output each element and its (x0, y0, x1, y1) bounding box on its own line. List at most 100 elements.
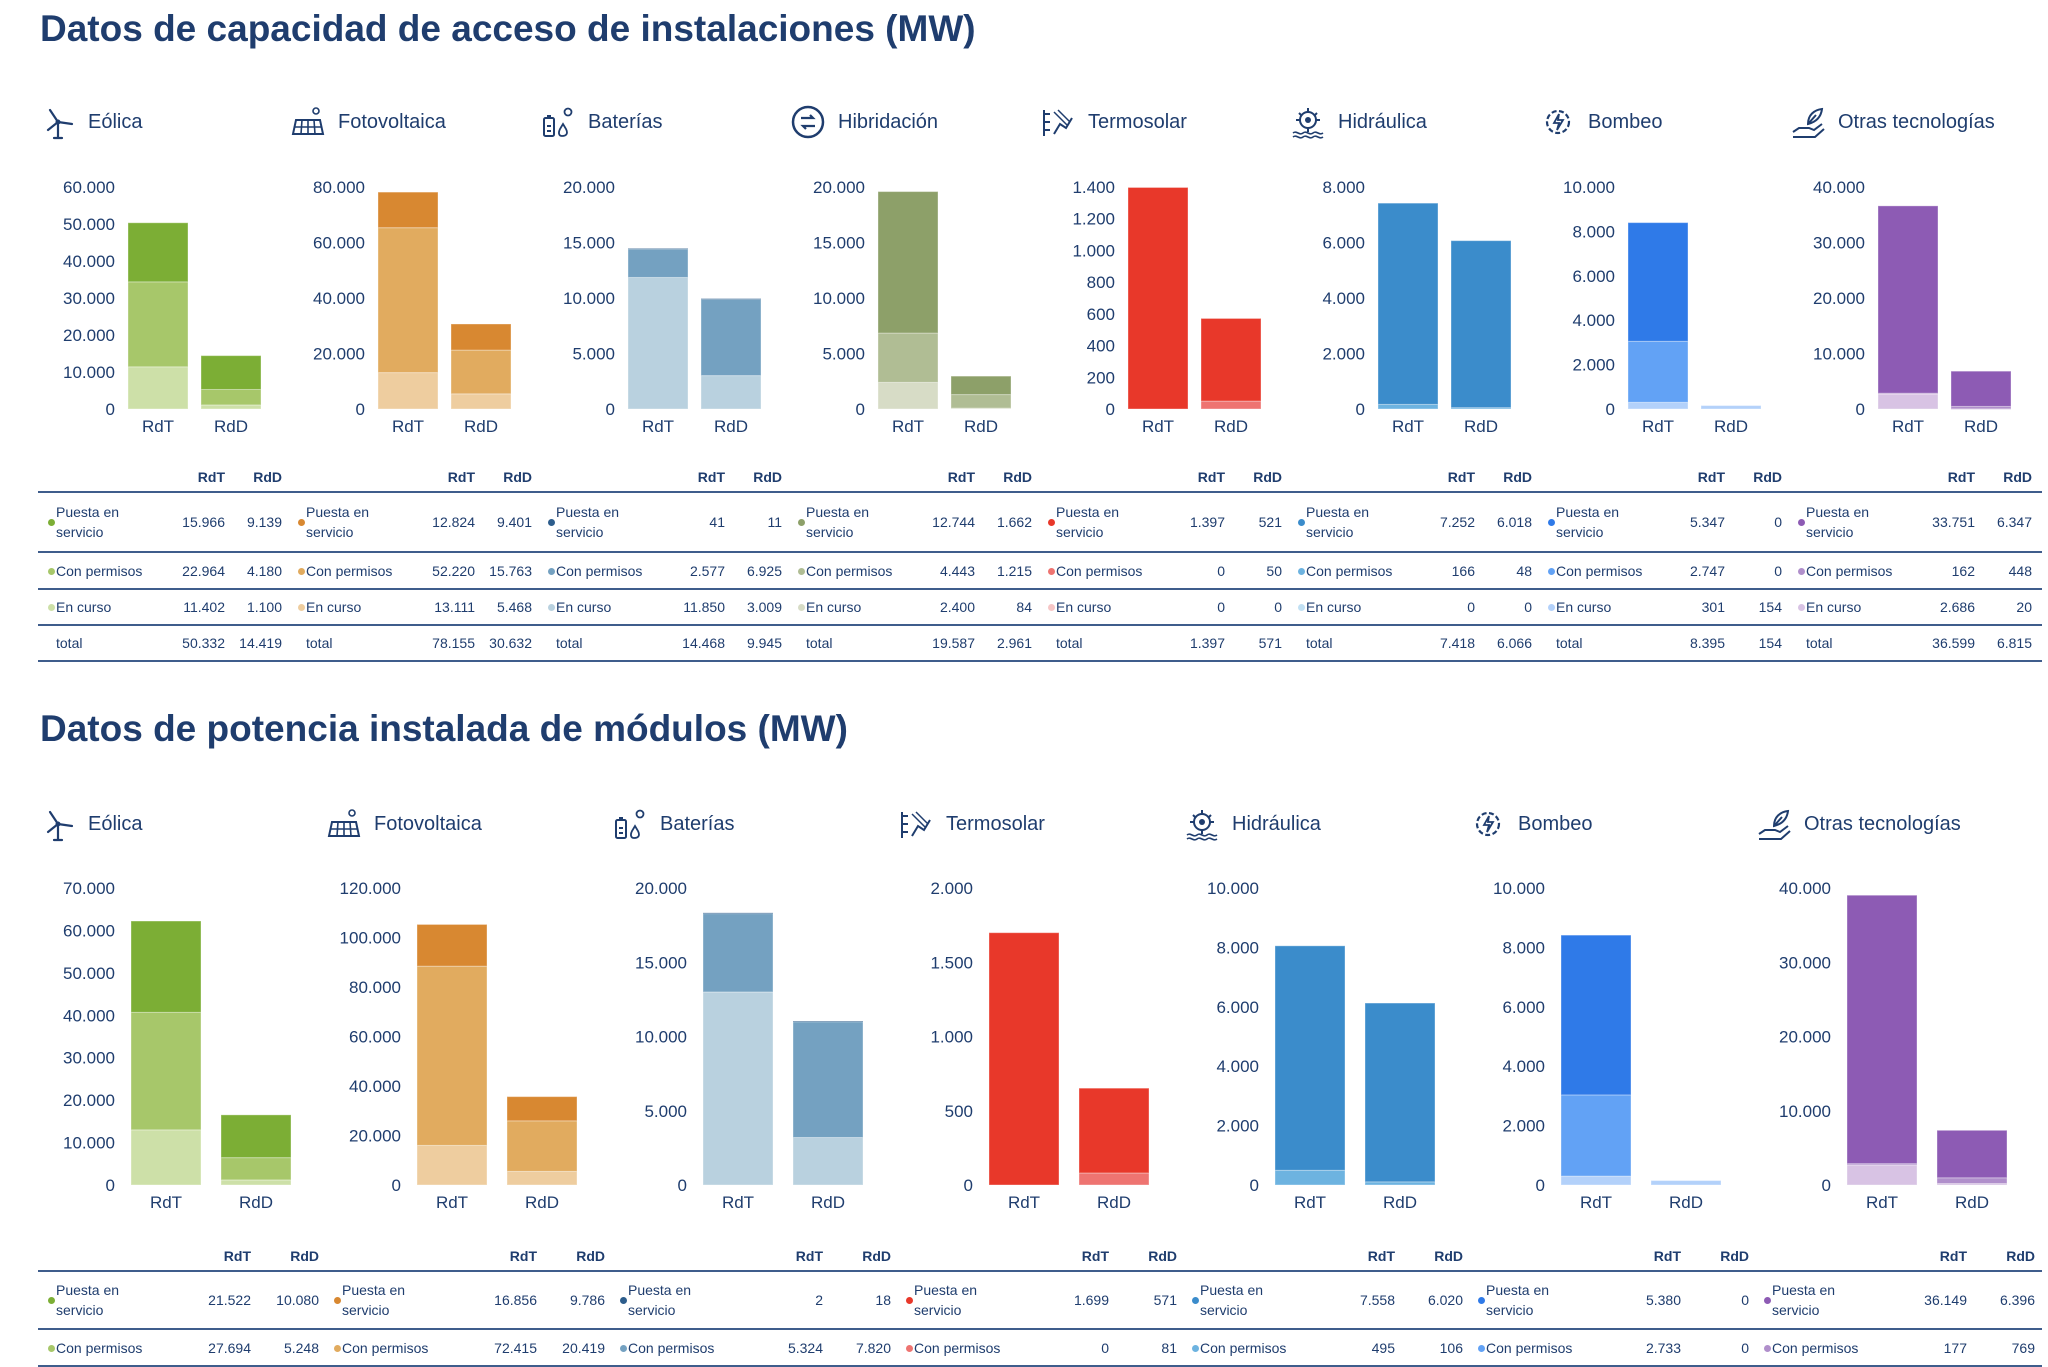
y-tick-label: 200 (1087, 368, 1115, 387)
row-label: Puesta en servicio (1200, 1282, 1264, 1318)
panel-header: Baterías (540, 104, 662, 140)
bar-segment[interactable] (450, 393, 512, 410)
bar-segment[interactable] (702, 912, 774, 915)
bar-segment[interactable] (1936, 1129, 2008, 1179)
bar-segment[interactable] (988, 932, 1060, 1186)
bar-segment[interactable] (200, 388, 262, 406)
bar-segment[interactable] (1560, 934, 1632, 1096)
bar-segment[interactable] (127, 366, 189, 410)
table-cell-group: Con permisos 5.324 7.820 (610, 1330, 896, 1365)
bar-segment[interactable] (130, 1011, 202, 1131)
bar-segment[interactable] (627, 276, 689, 410)
bar-segment[interactable] (416, 965, 488, 1146)
y-tick-label: 10.000 (1563, 178, 1615, 197)
bar-segment[interactable] (1650, 1180, 1722, 1186)
value-rdd: 0 (1741, 1292, 1749, 1308)
value-rdt: 301 (1701, 599, 1725, 615)
x-category-label: RdD (1955, 1193, 1989, 1212)
bar-segment[interactable] (1377, 202, 1439, 405)
y-tick-label: 60.000 (349, 1028, 401, 1047)
x-category-label: RdT (892, 417, 924, 436)
bar-segment[interactable] (627, 248, 689, 278)
bar-segment[interactable] (1627, 340, 1689, 403)
x-category-label: RdT (142, 417, 174, 436)
row-label: Con permisos (628, 1339, 715, 1356)
bar-segment[interactable] (1950, 405, 2012, 410)
y-tick-label: 50.000 (63, 964, 115, 983)
panel-header: Otras tecnologías (1790, 104, 1995, 140)
row-label: Puesta en servicio (1306, 504, 1370, 540)
legend-dot (334, 1297, 341, 1304)
bar-segment[interactable] (506, 1096, 578, 1122)
bar-segment[interactable] (877, 191, 939, 334)
legend-dot (48, 1297, 55, 1304)
y-tick-label: 40.000 (1813, 178, 1865, 197)
bar-segment[interactable] (377, 227, 439, 374)
bar-segment[interactable] (1846, 1164, 1918, 1186)
bar-segment[interactable] (792, 1020, 864, 1023)
value-rdd: 571 (1153, 1292, 1177, 1308)
value-rdt: 1.397 (1189, 514, 1225, 530)
stacked-bar-chart: 0 200 400 600 800 1.000 1.200 1.400 RdT RdD (1072, 178, 1262, 436)
bar-segment[interactable] (1274, 1169, 1346, 1186)
bar-segment[interactable] (506, 1170, 578, 1186)
bar-segment[interactable] (1200, 317, 1262, 402)
bar-segment[interactable] (1560, 1094, 1632, 1177)
bar-segment[interactable] (506, 1120, 578, 1172)
bar-segment[interactable] (130, 1129, 202, 1186)
bar-segment[interactable] (700, 298, 762, 377)
bar-segment[interactable] (416, 1144, 488, 1186)
legend-dot (48, 567, 55, 575)
bar-segment[interactable] (700, 375, 762, 410)
bar-segment[interactable] (877, 381, 939, 410)
bar-segment[interactable] (450, 349, 512, 395)
bar-segment[interactable] (792, 1136, 864, 1186)
bar-segment[interactable] (1877, 205, 1939, 394)
bar-segment[interactable] (127, 222, 189, 283)
bar-segment[interactable] (200, 404, 262, 410)
bar-segment[interactable] (1627, 222, 1689, 342)
stacked-bar-chart: 0 500 1.000 1.500 2.000 RdT RdD (930, 879, 1150, 1212)
bar-segment[interactable] (702, 912, 774, 993)
row-label: total (556, 635, 583, 651)
bar-segment[interactable] (220, 1157, 292, 1181)
bar-segment[interactable] (700, 298, 762, 300)
bar-segment[interactable] (1936, 1177, 2008, 1185)
bar-segment[interactable] (1560, 1175, 1632, 1186)
bar-segment[interactable] (1450, 240, 1512, 409)
bar-segment[interactable] (1127, 186, 1189, 410)
bar-segment[interactable] (130, 920, 202, 1013)
panel-header: Hidráulica (1184, 806, 1321, 842)
bar-segment[interactable] (220, 1114, 292, 1159)
bar-segment[interactable] (1364, 1002, 1436, 1183)
bar-segment[interactable] (627, 247, 689, 250)
bar-segment[interactable] (377, 372, 439, 410)
table-cell-group: En curso 11.402 1.100 (38, 590, 288, 624)
bar-segment[interactable] (792, 1020, 864, 1138)
bar-segment[interactable] (1877, 393, 1939, 410)
bar-segment[interactable] (200, 355, 262, 390)
bar-segment[interactable] (877, 332, 939, 383)
y-tick-label: 0 (392, 1176, 401, 1195)
y-tick-label: 20.000 (635, 879, 687, 898)
bar-segment[interactable] (1950, 370, 2012, 407)
bar-segment[interactable] (1078, 1087, 1150, 1174)
panel-title: Otras tecnologías (1838, 110, 1995, 133)
bar-segment[interactable] (377, 191, 439, 229)
bar-segment[interactable] (127, 281, 189, 368)
bar-segment[interactable] (220, 1179, 292, 1186)
bar-segment[interactable] (1627, 401, 1689, 410)
value-rdd: 4.180 (246, 562, 282, 579)
bar-segment[interactable] (416, 923, 488, 967)
bar-segment[interactable] (950, 394, 1012, 409)
bar-segment[interactable] (1078, 1172, 1150, 1186)
bar-segment[interactable] (1377, 403, 1439, 410)
bar-segment[interactable] (1846, 894, 1918, 1165)
bar-segment[interactable] (950, 375, 1012, 396)
value-rdd: 6.347 (1996, 514, 2032, 530)
bar-segment[interactable] (1200, 400, 1262, 410)
bar-segment[interactable] (450, 323, 512, 351)
bar-segment[interactable] (1274, 945, 1346, 1171)
bar-segment[interactable] (702, 991, 774, 1186)
bar-segment[interactable] (1700, 405, 1762, 410)
